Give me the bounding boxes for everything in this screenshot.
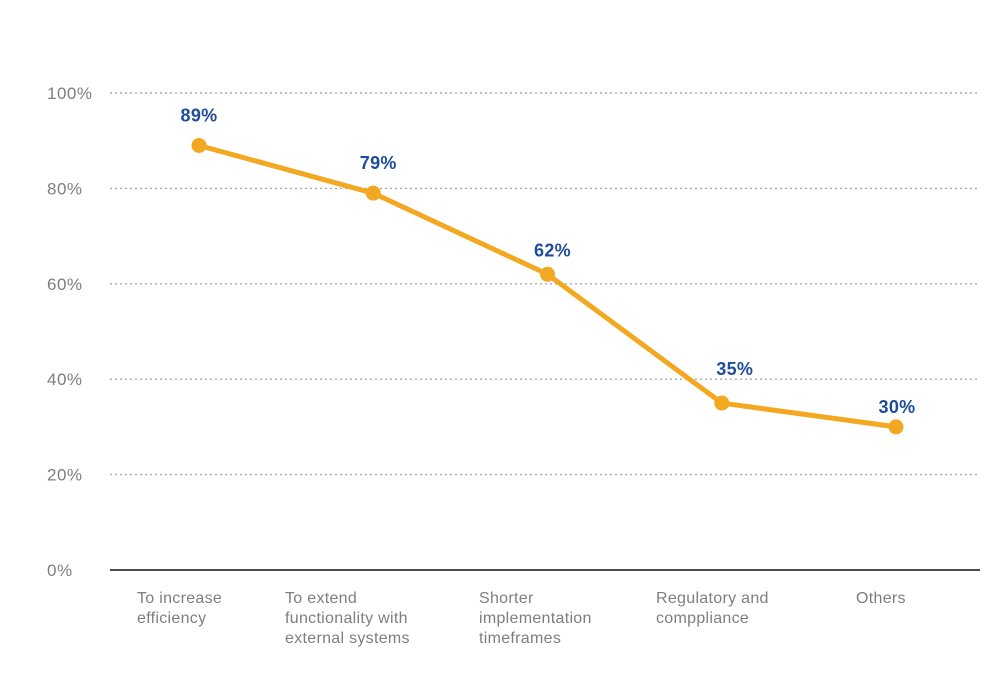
data-point — [365, 185, 381, 201]
data-point-label: 35% — [716, 359, 753, 379]
data-line — [196, 142, 899, 430]
y-axis-tick-label: 0% — [47, 561, 73, 580]
y-axis-tick-label: 20% — [47, 466, 83, 485]
data-point — [191, 137, 207, 153]
data-point-label: 30% — [879, 397, 916, 417]
y-axis-tick-label: 40% — [47, 370, 83, 389]
data-point — [714, 395, 730, 411]
y-axis-tick-label: 100% — [47, 84, 92, 103]
data-point — [540, 266, 555, 282]
data-point — [888, 419, 904, 435]
y-axis-tick-label: 80% — [47, 179, 83, 198]
data-point-label: 62% — [534, 240, 571, 260]
data-point-label: 89% — [181, 105, 218, 125]
y-axis-tick-label: 60% — [47, 275, 83, 294]
data-point-label: 79% — [360, 153, 397, 173]
